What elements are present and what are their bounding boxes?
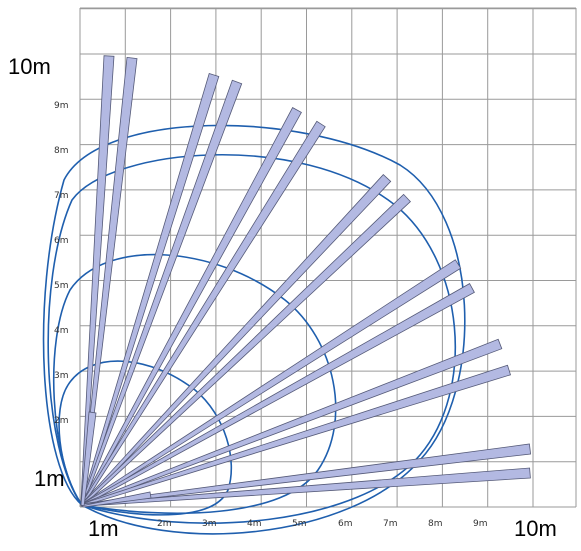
detection-zone-arc [42, 124, 466, 535]
y-tick-6m: 6m [54, 236, 69, 246]
y-tick-2m: 2m [54, 416, 69, 426]
detection-zone-arc [58, 360, 233, 516]
x-tick-2m: 2m [157, 519, 172, 529]
y-tick-8m: 8m [54, 146, 69, 156]
detection-beam [79, 491, 152, 508]
y-tick-9m: 9m [54, 101, 69, 111]
x-tick-6m: 6m [338, 519, 353, 529]
x-tick-5m: 5m [292, 519, 307, 529]
y-origin-label: 1m [34, 466, 65, 491]
x-origin-label: 1m [88, 516, 119, 541]
y-axis-max-label: 10m [8, 54, 51, 79]
y-tick-labels: 2m 3m 4m 5m 6m 7m 8m 9m [54, 101, 69, 426]
y-tick-7m: 7m [54, 191, 69, 201]
x-tick-7m: 7m [383, 519, 398, 529]
detection-beams [79, 55, 532, 508]
x-tick-3m: 3m [202, 519, 217, 529]
x-tick-9m: 9m [473, 519, 488, 529]
x-tick-8m: 8m [428, 519, 443, 529]
y-tick-3m: 3m [54, 371, 69, 381]
x-tick-4m: 4m [247, 519, 262, 529]
x-tick-labels: 2m 3m 4m 5m 6m 7m 8m 9m [157, 519, 488, 529]
y-tick-4m: 4m [54, 326, 69, 336]
y-tick-5m: 5m [54, 281, 69, 291]
detection-zone-arc [52, 253, 337, 515]
x-axis-max-label: 10m [514, 516, 557, 541]
